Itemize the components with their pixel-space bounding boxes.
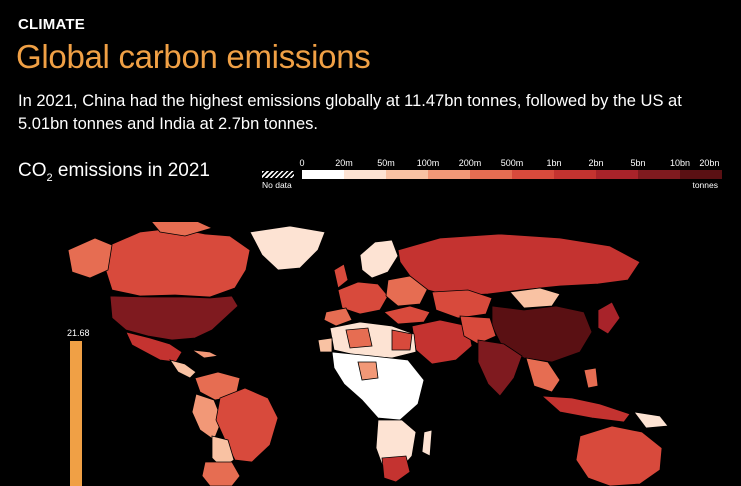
side-bar-value: 21.68	[67, 328, 90, 338]
legend-tick: 5bn	[630, 158, 646, 168]
legend-swatch	[344, 170, 386, 179]
legend-tick: 20bn	[699, 158, 720, 168]
map-region-india	[477, 339, 523, 397]
legend-units-label: tonnes	[692, 180, 718, 190]
map-region-uk	[333, 263, 349, 289]
map-region-southeast-asia	[525, 357, 561, 393]
map-region-china	[491, 305, 593, 363]
legend-swatch	[470, 170, 512, 179]
map-region-indonesia	[540, 395, 631, 423]
legend-tick: 100m	[416, 158, 440, 168]
map-heading-prefix: CO	[18, 160, 47, 181]
legend-swatch	[302, 170, 344, 179]
map-region-central-america	[169, 359, 197, 379]
kicker-label: CLIMATE	[18, 16, 85, 33]
world-map	[60, 222, 741, 486]
legend-tick: 50m	[377, 158, 395, 168]
map-region-australia	[575, 425, 663, 486]
legend-tick: 500m	[500, 158, 524, 168]
map-region-iberia	[323, 307, 353, 327]
legend-tick: 10bn	[669, 158, 691, 168]
map-heading-suffix: emissions in 2021	[52, 160, 210, 181]
map-region-philippines	[583, 367, 599, 389]
legend-tick: 0	[299, 158, 305, 168]
map-region-egypt	[391, 329, 413, 351]
map-region-usa	[109, 295, 239, 341]
legend-swatch	[596, 170, 638, 179]
map-region-western-sahara	[317, 337, 333, 353]
legend-swatch	[512, 170, 554, 179]
map-region-brazil	[215, 387, 279, 463]
no-data-label: No data	[262, 180, 292, 190]
map-region-mongolia	[509, 287, 561, 309]
page-title: Global carbon emissions	[16, 38, 371, 75]
page-subtitle: In 2021, China had the highest emissions…	[18, 92, 682, 133]
map-region-central-africa	[331, 351, 425, 421]
map-heading-subscript: 2	[46, 171, 53, 184]
map-region-southern-cone	[201, 461, 241, 486]
legend-swatch	[638, 170, 680, 179]
legend-swatch	[386, 170, 428, 179]
map-region-south-africa	[381, 455, 411, 483]
map-region-algeria	[345, 327, 373, 349]
legend-swatch	[428, 170, 470, 179]
legend-color-bar	[302, 170, 722, 179]
legend-tick: 2bn	[588, 158, 604, 168]
map-region-greenland	[249, 225, 326, 271]
legend-tick: 1bn	[546, 158, 562, 168]
map-region-scandinavia	[359, 239, 399, 279]
legend-swatch	[680, 170, 722, 179]
map-region-canada	[104, 227, 251, 298]
map-region-nigeria	[357, 361, 379, 381]
map-heading: CO2 emissions in 2021	[18, 160, 210, 184]
legend-tick-labels: 0 20m 50m 100m 200m 500m 1bn 2bn 5bn 10b…	[299, 158, 722, 170]
legend-tick: 20m	[335, 158, 353, 168]
map-region-turkey	[383, 305, 431, 325]
map-region-middle-east	[411, 319, 473, 365]
map-region-russia	[397, 233, 641, 297]
map-region-caribbean	[191, 349, 220, 359]
map-region-japan	[597, 301, 621, 335]
map-region-madagascar	[421, 429, 433, 457]
no-data-swatch	[262, 171, 294, 178]
map-region-papua	[633, 411, 669, 429]
map-region-arctic-islands	[151, 222, 214, 237]
legend-swatch	[554, 170, 596, 179]
side-bar-fill	[70, 341, 82, 486]
color-legend: No data 0 20m 50m 100m 200m 500m 1bn 2bn…	[262, 158, 722, 192]
map-region-kazakhstan	[431, 289, 493, 319]
legend-tick: 200m	[458, 158, 482, 168]
map-region-alaska	[67, 237, 113, 279]
map-region-central-asia	[459, 315, 497, 345]
